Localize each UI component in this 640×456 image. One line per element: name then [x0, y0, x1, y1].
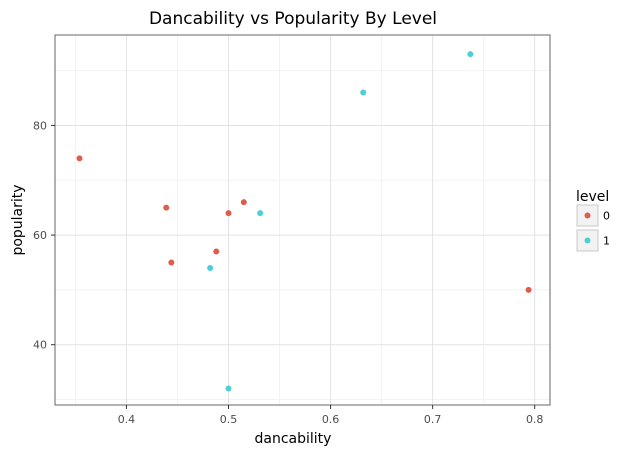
- x-tick-label: 0.6: [322, 413, 340, 426]
- legend-title: level: [576, 189, 609, 205]
- y-tick-label: 60: [33, 229, 47, 242]
- data-point-level-0: [213, 248, 220, 255]
- data-point-level-1: [225, 385, 232, 392]
- plot-area: 0.4 0.5 0.6 0.7 0.8 40 60 80: [33, 34, 551, 426]
- data-point-level-1: [360, 89, 367, 96]
- y-axis-title: popularity: [10, 184, 26, 255]
- legend-label: 0: [603, 210, 610, 223]
- x-tick-label: 0.7: [424, 413, 442, 426]
- legend: level 0 1: [576, 189, 610, 252]
- data-point-level-0: [168, 259, 175, 266]
- y-tick-label: 80: [33, 119, 47, 132]
- legend-label: 1: [603, 235, 610, 248]
- y-tick-label: 40: [33, 339, 47, 352]
- x-tick-label: 0.4: [118, 413, 136, 426]
- plot-background: [55, 35, 550, 405]
- data-point-level-1: [467, 51, 474, 58]
- x-tick-label: 0.8: [526, 413, 544, 426]
- data-point-level-0: [525, 286, 532, 293]
- chart-title: Dancability vs Popularity By Level: [149, 9, 437, 29]
- data-point-level-1: [207, 264, 214, 271]
- data-point-level-0: [163, 204, 170, 211]
- plot-border: [54, 34, 551, 406]
- data-point-level-0: [240, 199, 247, 206]
- x-axis-title: dancability: [255, 431, 332, 447]
- x-tick-label: 0.5: [220, 413, 238, 426]
- legend-key-point: [584, 237, 591, 244]
- legend-key-point: [584, 212, 591, 219]
- data-point-level-1: [257, 210, 264, 217]
- data-point-level-0: [76, 155, 83, 162]
- data-point-level-0: [225, 210, 232, 217]
